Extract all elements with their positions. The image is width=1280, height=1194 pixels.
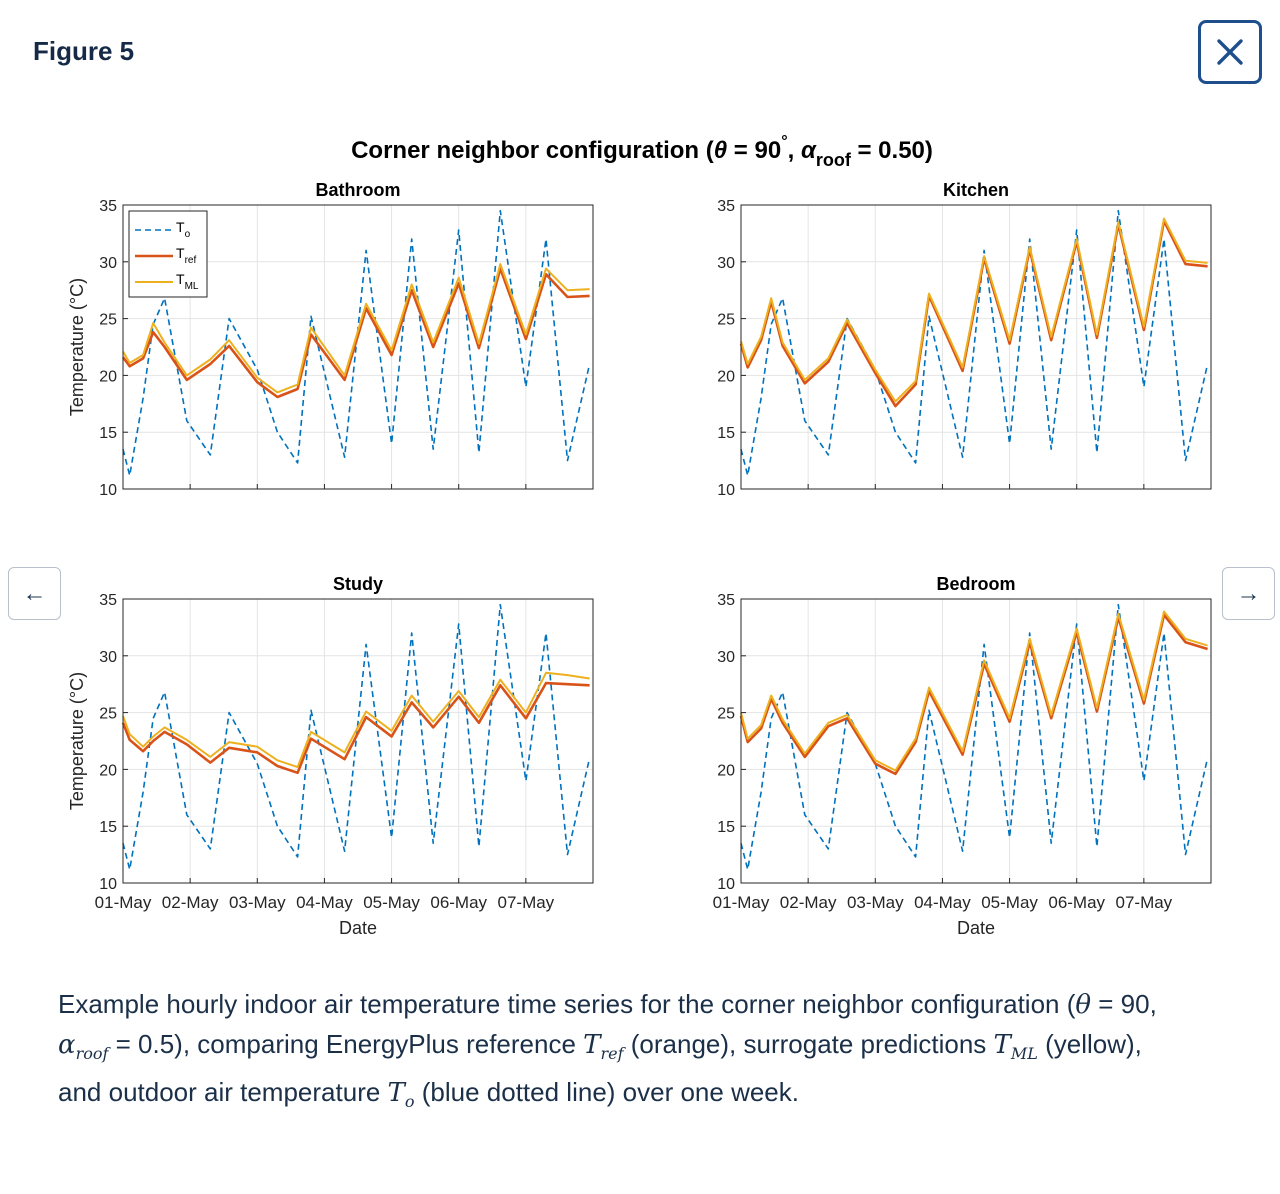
- x-tick-label: 03-May: [847, 893, 904, 912]
- y-tick-label: 10: [717, 482, 735, 499]
- y-tick-label: 10: [99, 482, 117, 499]
- series-line-outdoor: [740, 603, 1209, 871]
- y-tick-label: 35: [99, 592, 117, 609]
- y-tick-label: 15: [99, 819, 117, 836]
- y-tick-label: 10: [99, 876, 117, 893]
- figure-chart: Corner neighbor configuration (θ = 90°, …: [67, 133, 1212, 938]
- axes-box: [122, 598, 594, 884]
- y-tick-label: 20: [717, 368, 735, 385]
- figure-caption: Example hourly indoor air temperature ti…: [58, 989, 1157, 1112]
- x-tick-label: 06-May: [430, 893, 487, 912]
- y-tick-label: 35: [717, 198, 735, 215]
- y-tick-label: 25: [717, 312, 735, 329]
- x-tick-label: 01-May: [713, 893, 770, 912]
- panel-title: Bathroom: [316, 180, 401, 200]
- y-tick-label: 20: [717, 762, 735, 779]
- x-tick-label: 02-May: [162, 893, 219, 912]
- x-tick-label: 06-May: [1048, 893, 1105, 912]
- y-tick-label: 30: [99, 255, 117, 272]
- series-line-outdoor: [740, 209, 1209, 477]
- series-line-reference: [121, 267, 590, 399]
- axes-box: [740, 204, 1212, 490]
- close-icon: [1217, 39, 1243, 65]
- panel-title: Study: [333, 574, 383, 594]
- series-line-reference: [121, 681, 590, 775]
- y-tick-label: 35: [99, 198, 117, 215]
- axes-box: [740, 598, 1212, 884]
- y-tick-label: 25: [99, 312, 117, 329]
- close-button[interactable]: [1198, 20, 1262, 84]
- y-tick-label: 15: [99, 425, 117, 442]
- panel-1: Kitchen 10 15 20 25 30 35: [717, 180, 1212, 499]
- y-tick-label: 20: [99, 368, 117, 385]
- series-line-reference: [739, 613, 1208, 776]
- x-tick-label: 05-May: [363, 893, 420, 912]
- panel-3: Bedroom 10 15 20 25 30 35 01-May 02-May 03-May 04-…: [713, 574, 1212, 938]
- x-tick-label: 05-May: [981, 893, 1038, 912]
- x-tick-label: 04-May: [296, 893, 353, 912]
- panel-title: Bedroom: [936, 574, 1015, 594]
- y-tick-label: 25: [717, 706, 735, 723]
- y-axis-label: Temperature (°C): [67, 278, 87, 416]
- y-tick-label: 30: [717, 255, 735, 272]
- x-tick-label: 03-May: [229, 893, 286, 912]
- next-figure-button[interactable]: →: [1222, 567, 1275, 620]
- x-tick-label: 04-May: [914, 893, 971, 912]
- x-tick-label: 01-May: [95, 893, 152, 912]
- axes-box: [122, 204, 594, 490]
- y-tick-label: 30: [99, 649, 117, 666]
- series-line-ml: [740, 217, 1208, 403]
- panel-0: Bathroom 10 15 20 25 30 35 Temperature (°C) To Tr…: [67, 180, 594, 499]
- y-tick-label: 15: [717, 819, 735, 836]
- previous-figure-button[interactable]: ←: [8, 567, 61, 620]
- figure-suptitle: Corner neighbor configuration (θ = 90°, …: [351, 133, 933, 170]
- x-tick-label: 07-May: [1116, 893, 1173, 912]
- x-tick-label: 02-May: [780, 893, 837, 912]
- legend: To Tref TML: [128, 210, 208, 298]
- y-tick-label: 25: [99, 706, 117, 723]
- series-line-ml: [740, 610, 1208, 772]
- y-tick-label: 10: [717, 876, 735, 893]
- panel-2: Study 10 15 20 25 30 35 01-May 02-May 03-May 04-Ma…: [67, 574, 594, 938]
- legend-label: To: [176, 219, 191, 240]
- series-line-ml: [122, 263, 590, 394]
- series-line-outdoor: [122, 209, 591, 477]
- series-line-reference: [739, 219, 1208, 408]
- y-tick-label: 35: [717, 592, 735, 609]
- y-tick-label: 15: [717, 425, 735, 442]
- arrow-left-icon: ←: [22, 579, 47, 607]
- y-axis-label: Temperature (°C): [67, 672, 87, 810]
- panel-title: Kitchen: [943, 180, 1009, 200]
- modal-title: Figure 5: [33, 36, 135, 66]
- legend-label: TML: [176, 271, 199, 292]
- legend-label: Tref: [176, 245, 196, 266]
- x-axis-label: Date: [339, 918, 377, 938]
- y-tick-label: 30: [717, 649, 735, 666]
- y-tick-label: 20: [99, 762, 117, 779]
- arrow-right-icon: →: [1236, 579, 1261, 607]
- series-line-outdoor: [122, 603, 591, 871]
- x-tick-label: 07-May: [498, 893, 555, 912]
- series-line-ml: [122, 671, 590, 769]
- x-axis-label: Date: [957, 918, 995, 938]
